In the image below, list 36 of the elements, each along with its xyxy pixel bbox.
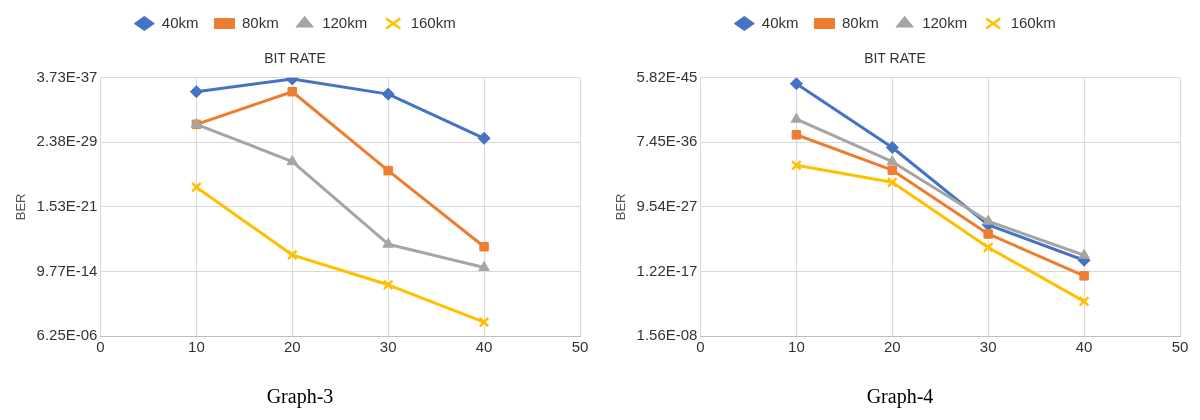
text: Graph-4 bbox=[865, 385, 935, 408]
x-tick-label: 10 bbox=[788, 338, 805, 356]
x-tick-label: 50 bbox=[1171, 338, 1189, 356]
x-tick-label: 10 bbox=[188, 338, 205, 356]
legend-label: 80km bbox=[241, 13, 279, 31]
x-tick-label: 0 bbox=[696, 338, 705, 356]
legend-label: 120km bbox=[922, 13, 968, 31]
y-tick-label: 1.22E-17 bbox=[636, 261, 698, 279]
y-tick-label: 9.54E-27 bbox=[636, 197, 698, 215]
x-tick-label: 0 bbox=[96, 338, 105, 356]
legend-label: 40km bbox=[761, 13, 799, 31]
x-tick-label: 40 bbox=[1075, 338, 1093, 356]
chart-title: BIT RATE bbox=[864, 50, 926, 67]
y-axis-title: BER bbox=[613, 193, 629, 221]
x-tick-label: 30 bbox=[979, 338, 997, 356]
legend-label: 80km bbox=[841, 13, 879, 31]
y-tick-label: 1.56E-08 bbox=[636, 326, 698, 344]
y-axis-title: BER bbox=[13, 193, 29, 221]
x-tick-label: 50 bbox=[571, 338, 589, 356]
y-tick-label: 9.77E-14 bbox=[36, 261, 98, 279]
y-tick-label: 1.53E-21 bbox=[36, 197, 98, 215]
legend-label: 160km bbox=[1010, 13, 1056, 31]
y-tick-label: 6.25E-06 bbox=[36, 326, 98, 344]
x-tick-label: 20 bbox=[283, 338, 301, 356]
x-tick-label: 20 bbox=[883, 338, 901, 356]
text: Graph-3 bbox=[265, 385, 335, 408]
y-tick-label: 2.38E-29 bbox=[36, 132, 98, 150]
legend-label: 120km bbox=[322, 13, 368, 31]
legend-label: 160km bbox=[410, 13, 456, 31]
y-tick-label: 7.45E-36 bbox=[636, 132, 698, 150]
x-tick-label: 30 bbox=[379, 338, 397, 356]
x-tick-label: 40 bbox=[475, 338, 493, 356]
legend-label: 40km bbox=[161, 13, 199, 31]
y-tick-label: 3.73E-37 bbox=[36, 67, 98, 85]
y-tick-label: 5.82E-45 bbox=[636, 67, 698, 85]
chart-title: BIT RATE bbox=[264, 50, 326, 67]
